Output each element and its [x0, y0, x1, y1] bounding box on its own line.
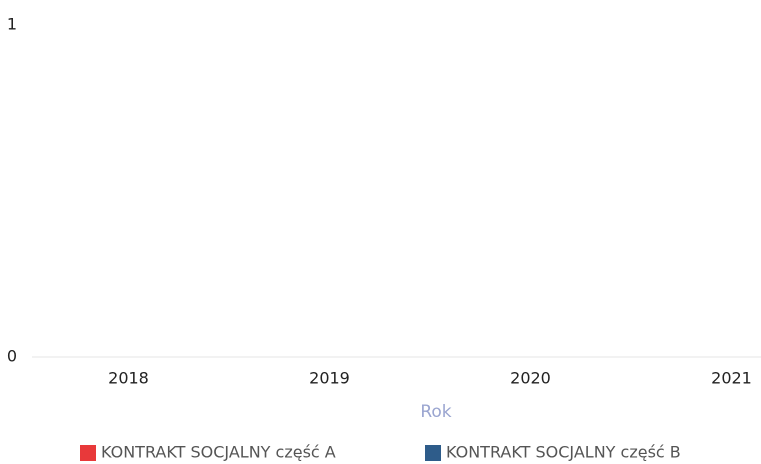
x-tick-label: 2019: [309, 369, 350, 388]
legend-swatch: [80, 445, 96, 461]
legend-label: KONTRAKT SOCJALNY część B: [446, 443, 681, 462]
y-tick-label: 1: [7, 15, 17, 34]
y-tick-label: 0: [7, 347, 17, 366]
x-tick-label: 2021: [711, 369, 752, 388]
x-tick-label: 2020: [510, 369, 551, 388]
legend-swatch: [425, 445, 441, 461]
legend-label: KONTRAKT SOCJALNY część A: [101, 443, 336, 462]
x-tick-label: 2018: [108, 369, 149, 388]
x-axis-label: Rok: [420, 402, 451, 422]
